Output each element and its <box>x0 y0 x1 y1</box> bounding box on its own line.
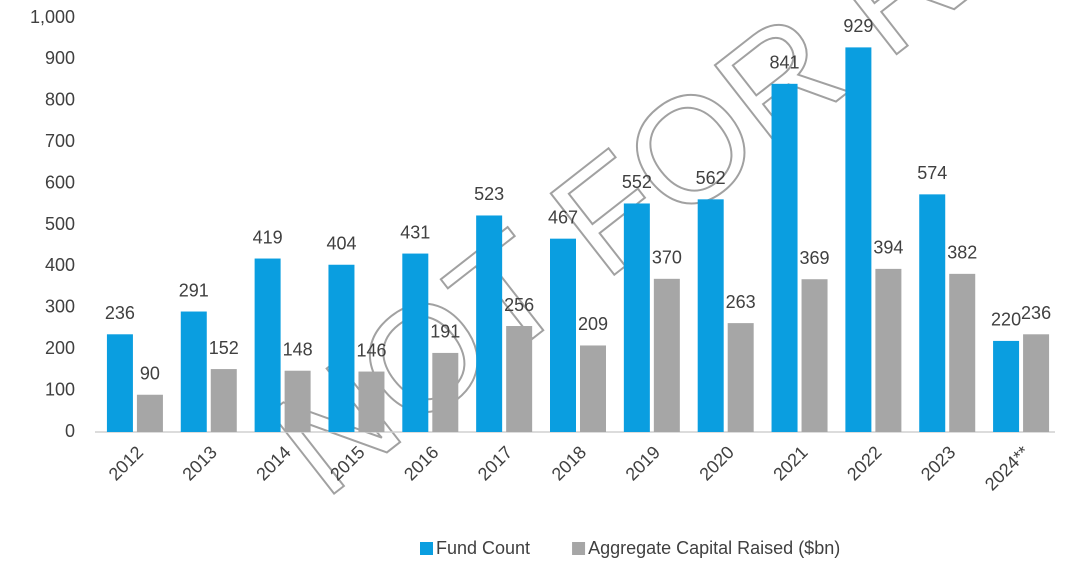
bar <box>284 370 311 432</box>
data-label: 523 <box>474 184 504 204</box>
data-label: 220 <box>991 310 1021 330</box>
data-label: 191 <box>430 322 460 342</box>
bar <box>580 345 606 432</box>
data-label: 467 <box>548 207 578 227</box>
bar <box>506 326 533 432</box>
x-tick-label: 2012 <box>105 442 147 484</box>
bar <box>771 83 798 433</box>
y-tick-label: 1,000 <box>30 7 75 27</box>
bar <box>550 238 576 432</box>
y-tick-label: 100 <box>45 379 75 399</box>
bar <box>875 268 902 432</box>
y-tick-label: 600 <box>45 172 75 192</box>
y-tick-label: 300 <box>45 297 75 317</box>
bar <box>476 215 503 432</box>
legend-swatch <box>420 542 433 555</box>
data-label: 236 <box>1021 303 1051 323</box>
bar <box>210 369 237 432</box>
data-label: 152 <box>209 338 239 358</box>
bar <box>254 258 281 432</box>
data-label: 841 <box>770 53 800 73</box>
bar <box>402 253 429 432</box>
x-tick-label: 2022 <box>843 442 885 484</box>
bar <box>623 203 650 432</box>
data-label: 256 <box>504 295 534 315</box>
data-label: 369 <box>800 248 830 268</box>
bar <box>432 352 459 432</box>
data-label: 146 <box>356 340 386 360</box>
bar <box>949 273 976 432</box>
x-tick-label: 2013 <box>178 442 220 484</box>
data-label: 382 <box>947 243 977 263</box>
legend-label: Fund Count <box>436 538 530 558</box>
bar <box>653 278 680 432</box>
data-label: 574 <box>917 163 947 183</box>
bar <box>801 279 828 432</box>
data-label: 236 <box>105 303 135 323</box>
bar <box>993 340 1020 432</box>
bar <box>136 394 163 432</box>
x-tick-label: 2017 <box>474 442 516 484</box>
data-label: 263 <box>726 292 756 312</box>
data-label: 148 <box>283 339 313 359</box>
bar <box>328 264 355 432</box>
x-tick-label: 2019 <box>622 442 664 484</box>
bar <box>1023 334 1050 432</box>
y-tick-label: 800 <box>45 90 75 110</box>
legend-label: Aggregate Capital Raised ($bn) <box>588 538 840 558</box>
legend-swatch <box>572 542 586 555</box>
x-tick-label: 2020 <box>695 442 737 484</box>
x-tick-label: 2023 <box>917 442 959 484</box>
y-tick-label: 400 <box>45 255 75 275</box>
bar <box>180 311 207 432</box>
data-label: 404 <box>326 233 356 253</box>
data-label: 431 <box>400 222 430 242</box>
bar <box>106 334 133 432</box>
data-label: 562 <box>696 168 726 188</box>
data-label: 419 <box>253 227 283 247</box>
y-tick-label: 200 <box>45 338 75 358</box>
data-label: 370 <box>652 248 682 268</box>
data-label: 90 <box>140 363 160 383</box>
y-tick-label: 700 <box>45 131 75 151</box>
x-tick-label: 2024** <box>981 442 1033 494</box>
bar <box>697 199 724 432</box>
data-label: 929 <box>843 16 873 36</box>
bar <box>727 323 754 432</box>
data-label: 552 <box>622 172 652 192</box>
x-tick-label: 2021 <box>769 442 811 484</box>
y-tick-label: 0 <box>65 421 75 441</box>
y-tick-label: 500 <box>45 214 75 234</box>
data-label: 209 <box>578 314 608 334</box>
x-tick-label: 2018 <box>548 442 590 484</box>
data-label: 291 <box>179 280 209 300</box>
bar <box>845 47 872 432</box>
bar <box>358 371 385 432</box>
y-tick-label: 900 <box>45 48 75 68</box>
bar <box>919 194 946 432</box>
data-label: 394 <box>873 238 903 258</box>
